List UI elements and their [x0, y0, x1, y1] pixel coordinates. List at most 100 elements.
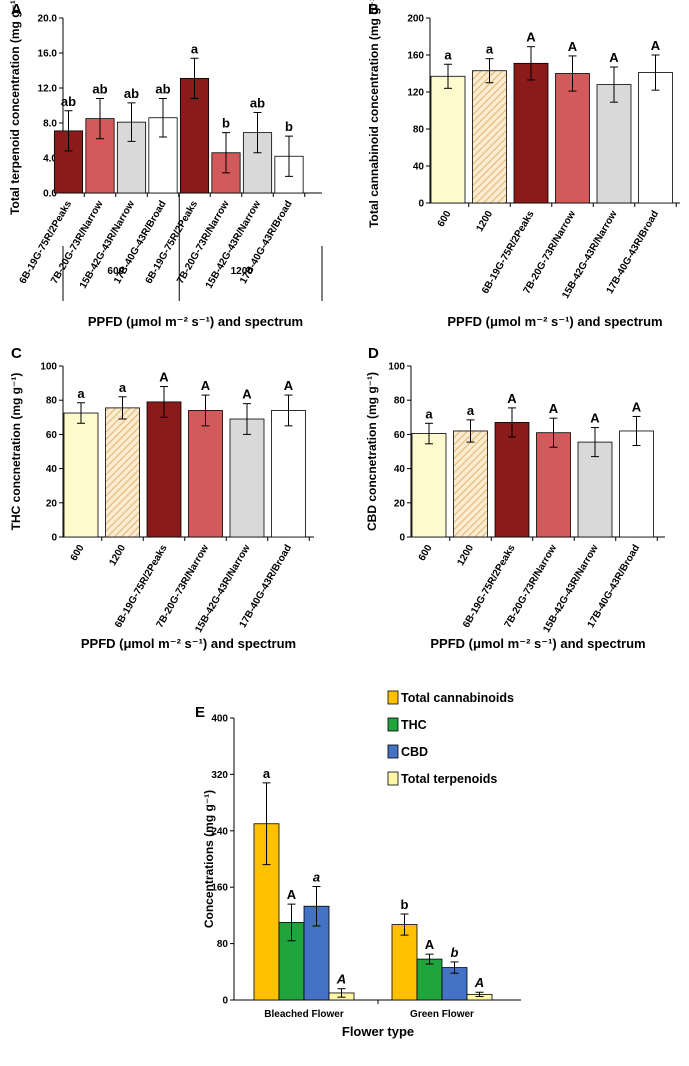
- significance-letter: a: [77, 386, 85, 401]
- bar: [536, 432, 571, 538]
- x-tick-label: 1200: [107, 543, 128, 568]
- y-tick-label: 4.0: [43, 154, 57, 165]
- y-tick-label: 40: [413, 162, 425, 173]
- bar: [146, 401, 182, 538]
- y-axis-title: THC concnetration (mg g⁻¹): [9, 373, 23, 531]
- significance-letter: A: [159, 370, 169, 385]
- significance-letter: A: [287, 887, 297, 902]
- legend-swatch: [387, 717, 399, 732]
- y-tick-label: 400: [211, 714, 228, 725]
- bar: [638, 72, 673, 204]
- x-tick-label: Bleached Flower: [264, 1009, 344, 1020]
- y-tick-label: 20.0: [38, 14, 58, 25]
- bar: [453, 430, 488, 538]
- y-tick-label: 0: [222, 996, 228, 1007]
- x-tick-label: Green Flower: [410, 1009, 474, 1020]
- x-axis-title: PPFD (μmol m⁻² s⁻¹) and spectrum: [81, 636, 296, 651]
- legend-swatch: [387, 690, 399, 705]
- significance-letter: a: [191, 41, 199, 56]
- y-tick-label: 16.0: [38, 49, 58, 60]
- significance-letter: A: [284, 378, 294, 393]
- legend-swatch: [387, 771, 399, 786]
- bar: [555, 73, 590, 204]
- y-tick-label: 80: [413, 125, 425, 136]
- y-tick-label: 160: [407, 51, 424, 62]
- y-tick-label: 20: [46, 498, 58, 509]
- significance-letter: A: [632, 399, 642, 414]
- significance-letter: ab: [124, 86, 139, 101]
- legend-label: CBD: [401, 745, 428, 759]
- x-axis-title: PPFD (μmol m⁻² s⁻¹) and spectrum: [88, 314, 303, 329]
- chart-panel-a: A0.04.08.012.016.020.0ab6B-19G-75R/2Peak…: [8, 0, 323, 329]
- bar: [513, 62, 549, 204]
- panel-letter: D: [368, 345, 379, 362]
- significance-letter: A: [568, 39, 578, 54]
- y-axis-title: Concentrations (mg g⁻¹): [202, 790, 216, 928]
- y-tick-label: 0: [399, 533, 405, 544]
- significance-letter: A: [590, 411, 600, 426]
- significance-letter: b: [222, 116, 230, 131]
- bar: [430, 75, 466, 204]
- group-label: 600: [107, 266, 124, 277]
- significance-letter: A: [242, 387, 252, 402]
- bar: [619, 430, 654, 538]
- y-tick-label: 100: [40, 362, 57, 373]
- chart-panel-c: C020406080100a600a1200A6B-19G-75R/2Peaks…: [9, 345, 314, 651]
- significance-letter: ab: [92, 82, 107, 97]
- bar: [271, 410, 306, 538]
- y-tick-label: 12.0: [38, 84, 58, 95]
- significance-letter: b: [401, 897, 409, 912]
- bar: [577, 441, 613, 538]
- y-tick-label: 60: [46, 430, 58, 441]
- y-tick-label: 40: [46, 464, 58, 475]
- bar: [63, 412, 99, 538]
- significance-letter: a: [425, 406, 433, 421]
- significance-letter: A: [609, 50, 619, 65]
- significance-letter: A: [474, 975, 484, 990]
- significance-letter: a: [467, 403, 475, 418]
- bar: [596, 84, 632, 204]
- legend-swatch: [387, 744, 399, 759]
- significance-letter: ab: [250, 96, 265, 111]
- x-tick-label: 1200: [474, 209, 495, 234]
- significance-letter: A: [336, 972, 346, 987]
- y-axis-title: Total cannabinoid concentration (mg g⁻¹): [367, 0, 381, 228]
- bar: [105, 407, 140, 538]
- x-tick-label: 600: [417, 543, 435, 563]
- y-tick-label: 0: [418, 199, 424, 210]
- y-axis-title: CBD concnetration (mg g⁻¹): [365, 372, 379, 531]
- chart-panel-d: D020406080100a600a1200A6B-19G-75R/2Peaks…: [365, 345, 665, 651]
- panel-letter: A: [11, 1, 22, 18]
- y-tick-label: 0: [51, 533, 57, 544]
- bar: [391, 924, 418, 1001]
- significance-letter: a: [486, 42, 494, 57]
- bar: [229, 418, 265, 538]
- significance-letter: a: [444, 47, 452, 62]
- significance-letter: a: [313, 869, 320, 884]
- y-axis-title: Total terpenoid concentration (mg g⁻¹): [8, 0, 22, 215]
- y-tick-label: 320: [211, 770, 228, 781]
- bar: [416, 958, 443, 1001]
- significance-letter: ab: [155, 82, 170, 97]
- bar: [188, 410, 223, 538]
- y-tick-label: 120: [407, 88, 424, 99]
- x-axis-title: Flower type: [342, 1024, 414, 1039]
- significance-letter: b: [451, 945, 459, 960]
- x-axis-title: PPFD (μmol m⁻² s⁻¹) and spectrum: [430, 636, 645, 651]
- panel-letter: B: [368, 1, 379, 18]
- significance-letter: ab: [61, 94, 76, 109]
- significance-letter: a: [119, 380, 127, 395]
- x-tick-label: 600: [69, 543, 87, 563]
- significance-letter: A: [651, 38, 661, 53]
- y-tick-label: 60: [394, 430, 406, 441]
- group-label: 1200: [231, 266, 254, 277]
- significance-letter: A: [549, 401, 559, 416]
- legend-label: Total cannabinoids: [401, 691, 514, 705]
- y-tick-label: 80: [394, 396, 406, 407]
- y-tick-label: 160: [211, 883, 228, 894]
- panel-letter: E: [195, 704, 205, 721]
- significance-letter: A: [201, 378, 211, 393]
- x-tick-label: 600: [436, 209, 454, 229]
